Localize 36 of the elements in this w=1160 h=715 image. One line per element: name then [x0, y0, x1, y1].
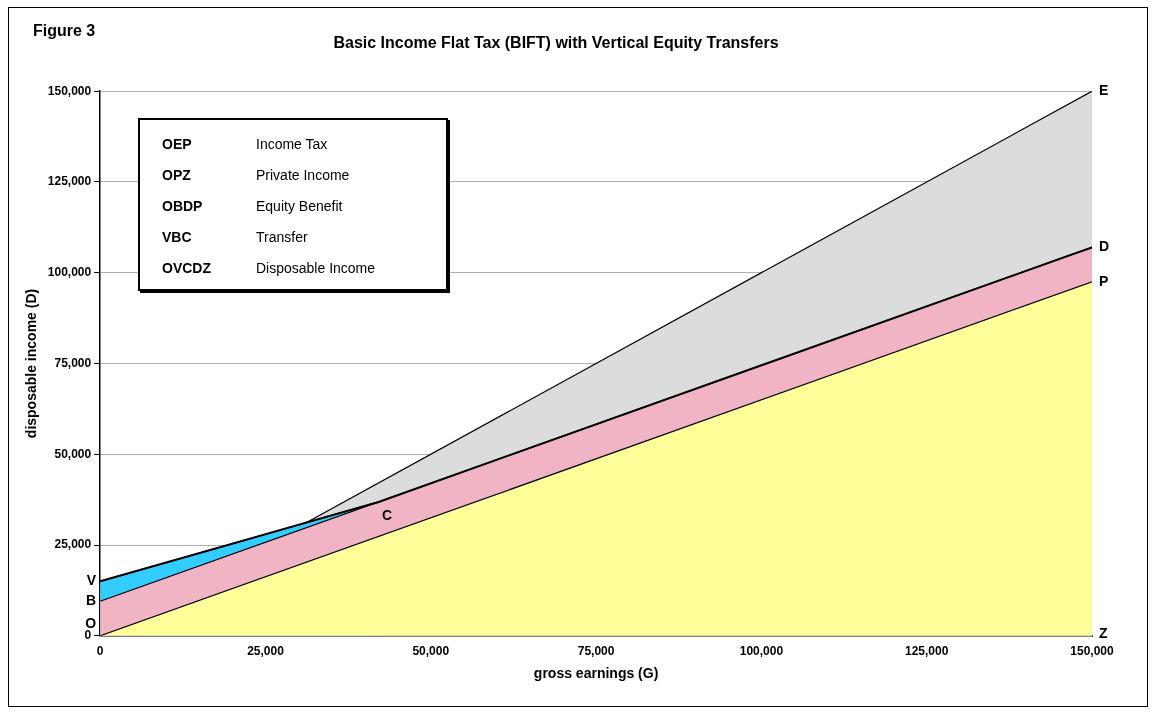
y-tick-label: 50,000	[54, 446, 92, 461]
y-tick-label: 150,000	[47, 83, 92, 98]
x-tick-label: 25,000	[247, 644, 285, 659]
annotation: OVCDZ	[161, 258, 212, 278]
annotation: Transfer	[255, 227, 309, 247]
annotation: Equity Benefit	[255, 196, 344, 216]
annotation: P	[1099, 272, 1109, 289]
annotation: VBC	[161, 227, 193, 247]
annotation: Disposable Income	[255, 258, 376, 278]
annotation: OEP	[161, 134, 193, 154]
caption: Figure 3	[33, 22, 96, 40]
x-tick-label: 75,000	[577, 644, 615, 659]
annotation: OBDP	[161, 196, 204, 216]
chart-title: Basic Income Flat Tax (BIFT) with Vertical Equity Transfers	[333, 34, 779, 52]
annotation: V	[86, 572, 97, 589]
annotation: O	[85, 614, 97, 631]
y-tick-label: 100,000	[47, 265, 92, 280]
x-tick-label: 50,000	[412, 644, 450, 659]
annotation: E	[1099, 82, 1109, 99]
x-tick-label: 100,000	[739, 644, 784, 659]
y-tick-label: 25,000	[54, 537, 92, 552]
x-tick-label: 0	[96, 644, 104, 659]
annotation: B	[86, 592, 97, 609]
annotation: Income Tax	[255, 134, 329, 154]
annotation: OPZ	[161, 165, 192, 185]
annotation: Z	[1099, 624, 1108, 641]
annotation: Private Income	[255, 165, 351, 185]
y-tick-label: 0	[84, 628, 92, 643]
x-axis-title: gross earnings (G)	[533, 665, 659, 682]
y-tick-label: 125,000	[47, 174, 92, 189]
x-tick-label: 125,000	[905, 644, 949, 659]
y-axis-title: disposable income (D)	[23, 288, 40, 439]
y-tick-label: 75,000	[54, 355, 92, 370]
annotation: C	[381, 507, 393, 524]
x-tick-label: 150,000	[1070, 644, 1115, 659]
annotation: D	[1099, 238, 1110, 255]
